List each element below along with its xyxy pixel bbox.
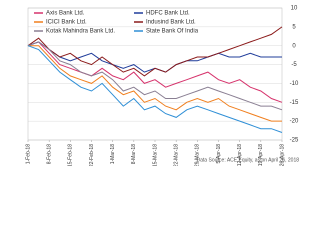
x-tick-label: 19-Apr-18 bbox=[258, 144, 264, 166]
series-line bbox=[27, 45, 283, 133]
legend-label: Indusind Bank Ltd. bbox=[146, 20, 196, 26]
x-tick-label: 15-Feb-18 bbox=[68, 144, 74, 166]
x-tick-label: 26-Apr-18 bbox=[279, 144, 285, 166]
x-tick-label: 15-Mar-18 bbox=[152, 144, 158, 166]
y-tick-label: -25 bbox=[290, 138, 299, 144]
y-tick-label: 0 bbox=[292, 43, 296, 49]
y-tick-label: -10 bbox=[290, 81, 299, 87]
legend-label: State Bank Of India bbox=[146, 29, 199, 35]
x-tick-label: 5-Apr-18 bbox=[216, 144, 222, 164]
x-tick-label: 22-Mar-18 bbox=[173, 144, 179, 166]
y-tick-label: -5 bbox=[291, 62, 297, 68]
x-tick-label: 22-Feb-18 bbox=[89, 144, 95, 166]
y-tick-label: 10 bbox=[291, 6, 298, 12]
plot-frame bbox=[27, 7, 283, 141]
legend-label: ICICI Bank Ltd. bbox=[46, 20, 87, 26]
x-tick-label: 1-Feb-18 bbox=[25, 144, 31, 165]
y-tick-label: -20 bbox=[290, 119, 299, 125]
x-tick-label: 8-Feb-18 bbox=[46, 144, 52, 165]
source-note: Data Source: ACE Equity, as on April 26,… bbox=[197, 157, 300, 163]
series-line bbox=[27, 41, 283, 111]
series-line bbox=[27, 41, 283, 103]
x-tick-label: 12-Apr-18 bbox=[237, 144, 243, 166]
x-tick-label: 8-Mar-18 bbox=[131, 144, 137, 165]
legend-label: Axis Bank Ltd. bbox=[46, 11, 85, 17]
series-line bbox=[27, 26, 283, 77]
series-line bbox=[27, 41, 282, 73]
y-tick-label: 5 bbox=[292, 24, 296, 30]
x-tick-label: 29-Mar-18 bbox=[195, 144, 201, 166]
chart: Data Source: ACE Equity, as on April 26,… bbox=[25, 6, 300, 166]
legend-label: HDFC Bank Ltd. bbox=[146, 11, 190, 17]
series-line bbox=[28, 45, 282, 122]
x-tick-label: 1-Mar-18 bbox=[110, 144, 116, 165]
y-tick-label: -15 bbox=[290, 100, 299, 106]
legend-label: Kotak Mahindra Bank Ltd. bbox=[46, 29, 115, 35]
